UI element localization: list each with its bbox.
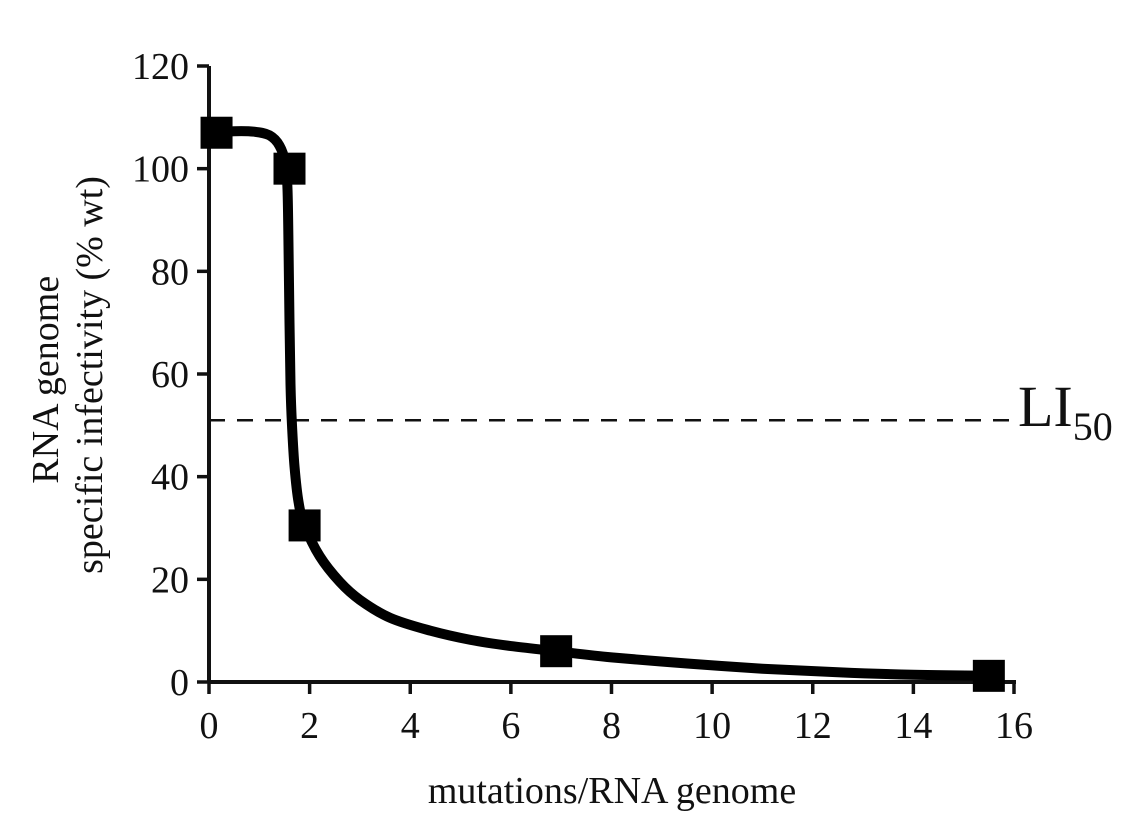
data-point-marker (273, 152, 306, 185)
x-axis-title: mutations/RNA genome (428, 770, 796, 812)
y-tick-label: 0 (170, 662, 189, 704)
y-tick-label: 120 (132, 46, 189, 88)
ticks: 0 2 4 6 8 10 12 14 16 0 20 40 60 80 100 120 (132, 46, 1033, 747)
x-tick-label: 16 (995, 705, 1033, 747)
y-axis-title: RNA genome specific infectivity (% wt) (25, 176, 111, 574)
x-tick-label: 2 (300, 705, 319, 747)
data-point-marker (540, 635, 573, 668)
x-tick-label: 10 (693, 705, 731, 747)
x-tick-label: 8 (602, 705, 621, 747)
y-tick-label: 20 (151, 559, 189, 601)
y-tick-label: 40 (151, 457, 189, 499)
data-point-marker (200, 116, 233, 149)
x-tick-label: 14 (894, 705, 932, 747)
data-point-marker (972, 659, 1005, 692)
y-axis-title-line-2: specific infectivity (% wt) (69, 176, 111, 574)
data-points (200, 116, 1005, 692)
y-axis-title-line-1: RNA genome (25, 276, 67, 484)
y-tick-label: 80 (151, 251, 189, 293)
x-tick-label: 0 (200, 705, 219, 747)
li50-label: LI50 (1018, 374, 1113, 449)
fit-curve-group (204, 126, 994, 681)
x-tick-label: 12 (794, 705, 832, 747)
data-point-marker (288, 509, 321, 542)
x-tick-label: 4 (401, 705, 420, 747)
y-tick-label: 100 (132, 149, 189, 191)
x-tick-label: 6 (501, 705, 520, 747)
li50-label-main: LI (1018, 374, 1073, 439)
axes (207, 66, 1016, 684)
li50-label-subscript: 50 (1073, 404, 1113, 449)
fit-curve (204, 126, 994, 681)
y-tick-label: 60 (151, 354, 189, 396)
